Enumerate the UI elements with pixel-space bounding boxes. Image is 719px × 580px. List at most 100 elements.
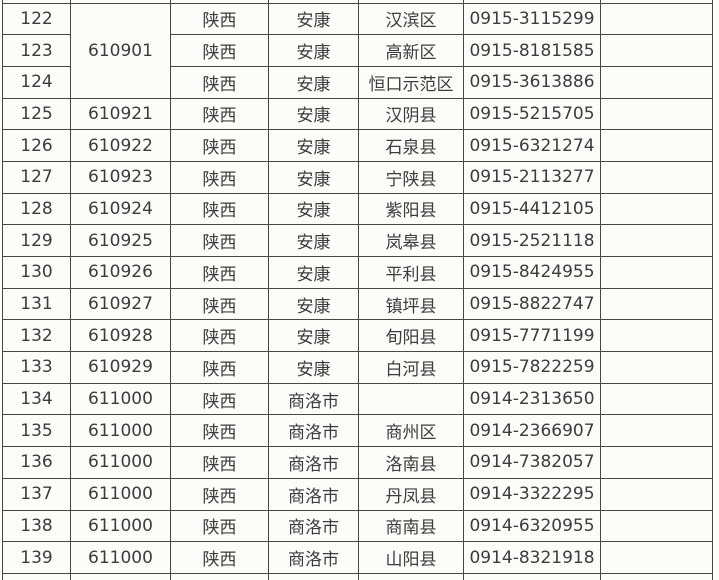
city-cell: 安康 (268, 351, 359, 384)
phone-cell: 0914-8321918 (463, 541, 601, 574)
code-cell: 610925 (70, 224, 171, 257)
district-cell: 宁陕县 (358, 160, 464, 194)
province-cell: 陕西 (170, 382, 269, 416)
empty-cell (600, 65, 713, 99)
phone-cell: 0915-8424955 (463, 256, 601, 289)
phone-cell: 0914-3322295 (463, 477, 601, 511)
district-cell: 丹凤县 (358, 477, 464, 511)
row-number-cell: 134 (2, 382, 71, 416)
city-cell: 安康 (268, 160, 359, 194)
city-cell: 安康 (268, 65, 359, 99)
province-cell: 陕西 (170, 351, 269, 384)
province-cell: 陕西 (170, 414, 269, 448)
clipped-cell (463, 572, 601, 580)
code-cell: 611000 (70, 509, 171, 543)
code-cell: 610922 (70, 129, 171, 162)
table-row: 123 陕西 安康 高新区 0915-8181585 (2, 34, 713, 67)
city-cell: 安康 (268, 319, 359, 353)
city-cell: 商洛市 (268, 477, 359, 511)
city-cell: 安康 (268, 287, 359, 321)
district-cell: 石泉县 (358, 129, 464, 162)
code-cell: 611000 (70, 382, 171, 416)
city-cell: 商洛市 (268, 414, 359, 448)
empty-cell (600, 2, 713, 36)
province-cell: 陕西 (170, 160, 269, 194)
province-cell: 陕西 (170, 541, 269, 574)
province-cell: 陕西 (170, 287, 269, 321)
table-row: 122 610901 陕西 安康 汉滨区 0915-3115299 (2, 2, 713, 99)
row-number-cell: 138 (2, 509, 71, 543)
clipped-cell (600, 572, 713, 580)
district-cell: 山阳县 (358, 541, 464, 574)
empty-cell (600, 224, 713, 257)
city-cell: 安康 (268, 97, 359, 131)
province-cell: 陕西 (170, 477, 269, 511)
province-cell: 陕西 (170, 319, 269, 353)
phone-cell: 0915-7822259 (463, 351, 601, 384)
district-cell: 镇坪县 (358, 287, 464, 321)
clipped-cell (2, 572, 71, 580)
district-cell: 白河县 (358, 351, 464, 384)
city-cell: 商洛市 (268, 382, 359, 416)
phone-cell: 0915-3613886 (463, 65, 601, 99)
province-cell: 陕西 (170, 65, 269, 99)
phone-cell: 0915-8822747 (463, 287, 601, 321)
row-number-cell: 123 (2, 34, 71, 67)
district-cell: 恒口示范区 (358, 65, 464, 99)
city-cell: 安康 (268, 34, 359, 67)
phone-cell: 0914-7382057 (463, 446, 601, 479)
district-cell: 洛南县 (358, 446, 464, 479)
row-number-cell: 133 (2, 351, 71, 384)
province-cell: 陕西 (170, 256, 269, 289)
table-row: 130 610926 陕西 安康 平利县 0915-8424955 (2, 256, 713, 289)
empty-cell (600, 351, 713, 384)
table-row: 128 610924 陕西 安康 紫阳县 0915-4412105 (2, 192, 713, 226)
code-cell: 610923 (70, 160, 171, 194)
row-number-cell: 135 (2, 414, 71, 448)
phone-cell: 0914-2366907 (463, 414, 601, 448)
district-cell: 平利县 (358, 256, 464, 289)
row-number-cell: 132 (2, 319, 71, 353)
district-cell: 岚皋县 (358, 224, 464, 257)
province-cell: 陕西 (170, 97, 269, 131)
code-cell: 610927 (70, 287, 171, 321)
table-row: 127 610923 陕西 安康 宁陕县 0915-2113277 (2, 160, 713, 194)
empty-cell (600, 541, 713, 574)
district-cell: 高新区 (358, 34, 464, 67)
province-cell: 陕西 (170, 129, 269, 162)
phone-cell: 0915-7771199 (463, 319, 601, 353)
table-row: 131 610927 陕西 安康 镇坪县 0915-8822747 (2, 287, 713, 321)
empty-cell (600, 509, 713, 543)
code-cell: 611000 (70, 414, 171, 448)
table-row: 133 610929 陕西 安康 白河县 0915-7822259 (2, 351, 713, 384)
city-cell: 安康 (268, 129, 359, 162)
code-cell: 610926 (70, 256, 171, 289)
province-cell: 陕西 (170, 446, 269, 479)
code-cell: 611000 (70, 446, 171, 479)
clipped-cell (170, 572, 269, 580)
table-row: 135 611000 陕西 商洛市 商州区 0914-2366907 (2, 414, 713, 448)
district-cell: 商南县 (358, 509, 464, 543)
phone-cell: 0915-4412105 (463, 192, 601, 226)
empty-cell (600, 129, 713, 162)
row-number-cell: 139 (2, 541, 71, 574)
clipped-row-below (2, 572, 713, 580)
table-row: 137 611000 陕西 商洛市 丹凤县 0914-3322295 (2, 477, 713, 511)
row-number-cell: 129 (2, 224, 71, 257)
city-cell: 安康 (268, 224, 359, 257)
empty-cell (600, 34, 713, 67)
clipped-cell (70, 572, 171, 580)
code-cell: 610929 (70, 351, 171, 384)
empty-cell (600, 192, 713, 226)
phone-cell: 0915-2521118 (463, 224, 601, 257)
phone-cell: 0915-8181585 (463, 34, 601, 67)
province-cell: 陕西 (170, 224, 269, 257)
phone-cell: 0914-6320955 (463, 509, 601, 543)
row-number-cell: 128 (2, 192, 71, 226)
empty-cell (600, 256, 713, 289)
table-row: 129 610925 陕西 安康 岚皋县 0915-2521118 (2, 224, 713, 257)
row-number-cell: 136 (2, 446, 71, 479)
phone-cell: 0915-2113277 (463, 160, 601, 194)
city-cell: 商洛市 (268, 446, 359, 479)
